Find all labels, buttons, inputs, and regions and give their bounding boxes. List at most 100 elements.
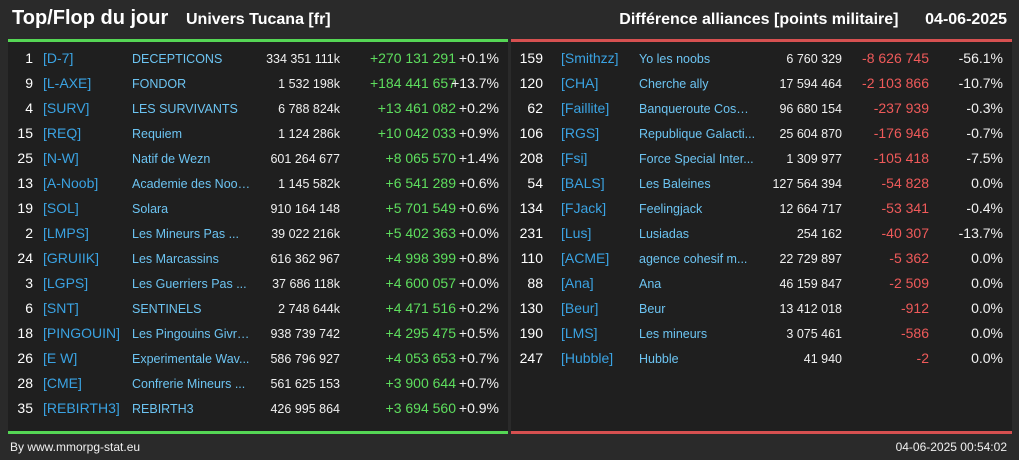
top-row: 2 [LMPS] Les Mineurs Pas ... 39 022 216k +5 … xyxy=(8,222,508,247)
alliance-name[interactable]: Force Special Inter... xyxy=(639,152,754,166)
diff-value: +4 295 475 xyxy=(385,325,456,341)
alliance-tag[interactable]: [Faillite] xyxy=(561,100,610,116)
universe-label: Univers Tucana [fr] xyxy=(186,11,331,28)
points-value: 37 686 118k xyxy=(272,277,340,291)
points-value: 22 729 897 xyxy=(779,252,842,266)
rank: 15 xyxy=(17,125,33,141)
diff-value: +8 065 570 xyxy=(385,150,456,166)
alliance-tag[interactable]: [FJack] xyxy=(561,200,607,216)
alliance-name[interactable]: Ana xyxy=(639,277,662,291)
rank: 54 xyxy=(527,175,543,191)
diff-value: -53 341 xyxy=(881,200,929,216)
rank: 13 xyxy=(17,175,33,191)
percent-value: +0.0% xyxy=(458,275,499,291)
alliance-tag[interactable]: [REQ] xyxy=(43,125,82,141)
flop-row: 208 [Fsi] Force Special Inter... 1 309 977 -… xyxy=(511,147,1012,172)
alliance-tag[interactable]: [CHA] xyxy=(561,75,599,91)
flop-row: 190 [LMS] Les mineurs 3 075 461 -586 0.0% xyxy=(511,322,1012,347)
rank: 25 xyxy=(17,150,33,166)
alliance-tag[interactable]: [D-7] xyxy=(43,50,74,66)
alliance-name[interactable]: agence cohesif m... xyxy=(639,252,748,266)
diff-value: -176 946 xyxy=(873,125,929,141)
alliance-tag[interactable]: [Fsi] xyxy=(561,150,588,166)
alliance-tag[interactable]: [A-Noob] xyxy=(43,175,99,191)
points-value: 39 022 216k xyxy=(271,227,340,241)
alliance-tag[interactable]: [LMPS] xyxy=(43,225,89,241)
alliance-tag[interactable]: [LGPS] xyxy=(43,275,89,291)
alliance-tag[interactable]: [CME] xyxy=(43,375,82,391)
alliance-name[interactable]: Cherche ally xyxy=(639,77,709,91)
alliance-name[interactable]: Republique Galacti... xyxy=(639,127,756,141)
alliance-name[interactable]: Les Baleines xyxy=(639,177,711,191)
percent-value: 0.0% xyxy=(971,175,1003,191)
diff-value: -237 939 xyxy=(873,100,929,116)
percent-value: +0.0% xyxy=(458,225,499,241)
rank: 4 xyxy=(25,100,33,116)
alliance-name[interactable]: Les mineurs xyxy=(639,327,708,341)
diff-value: -105 418 xyxy=(873,150,929,166)
diff-value: +10 042 033 xyxy=(377,125,456,141)
alliance-name[interactable]: Banqueroute Cosm... xyxy=(639,102,757,116)
alliance-tag[interactable]: [Ana] xyxy=(561,275,594,291)
points-value: 13 412 018 xyxy=(779,302,842,316)
percent-value: +0.2% xyxy=(458,100,499,116)
percent-value: -10.7% xyxy=(958,75,1003,91)
points-value: 6 760 329 xyxy=(786,52,842,66)
percent-value: +0.7% xyxy=(458,350,499,366)
percent-value: +0.6% xyxy=(458,175,499,191)
percent-value: 0.0% xyxy=(971,275,1003,291)
alliance-tag[interactable]: [Beur] xyxy=(561,300,599,316)
top-row: 15 [REQ] Requiem 1 124 286k +10 042 033 +0.9% xyxy=(8,122,508,147)
flop-row: 62 [Faillite] Banqueroute Cosm... 96 680 15… xyxy=(511,97,1012,122)
alliance-name[interactable]: Feelingjack xyxy=(639,202,703,216)
alliance-tag[interactable]: [Hubble] xyxy=(561,350,614,366)
rank: 88 xyxy=(527,275,543,291)
top-panel: 1 [D-7] DECEPTICONS 334 351 111k +270 131 29… xyxy=(8,39,508,434)
alliance-tag[interactable]: [BALS] xyxy=(561,175,605,191)
top-row: 28 [CME] Confrerie Mineurs ... 561 625 153 +… xyxy=(8,372,508,397)
rank: 208 xyxy=(519,150,543,166)
alliance-tag[interactable]: [ACME] xyxy=(561,250,610,266)
points-value: 1 145 582k xyxy=(278,177,340,191)
rank: 130 xyxy=(519,300,543,316)
alliance-tag[interactable]: [L-AXE] xyxy=(43,75,92,91)
alliance-tag[interactable]: [N-W] xyxy=(43,150,79,166)
alliance-tag[interactable]: [Lus] xyxy=(561,225,592,241)
alliance-tag[interactable]: [SNT] xyxy=(43,300,79,316)
alliance-name[interactable]: Hubble xyxy=(639,352,679,366)
rank: 134 xyxy=(519,200,543,216)
alliance-tag[interactable]: [LMS] xyxy=(561,325,598,341)
rank: 2 xyxy=(25,225,33,241)
rank: 9 xyxy=(25,75,33,91)
alliance-tag[interactable]: [RGS] xyxy=(561,125,600,141)
alliance-name[interactable]: Yo les noobs xyxy=(639,52,711,66)
percent-value: +0.5% xyxy=(458,325,499,341)
points-value: 2 748 644k xyxy=(278,302,340,316)
top-row: 6 [SNT] SENTINELS 2 748 644k +4 471 516 +0.2% xyxy=(8,297,508,322)
percent-value: +0.9% xyxy=(458,400,499,416)
alliance-tag[interactable]: [SURV] xyxy=(43,100,90,116)
rank: 1 xyxy=(25,50,33,66)
alliance-tag[interactable]: [E W] xyxy=(43,350,78,366)
alliance-name[interactable]: Lusiadas xyxy=(639,227,690,241)
points-value: 254 162 xyxy=(796,227,842,241)
points-value: 1 309 977 xyxy=(786,152,842,166)
diff-value: -40 307 xyxy=(881,225,929,241)
alliance-tag[interactable]: [PINGOUIN] xyxy=(43,325,121,341)
alliance-name[interactable]: Beur xyxy=(639,302,666,316)
diff-value: +5 402 363 xyxy=(385,225,456,241)
top-row: 3 [LGPS] Les Guerriers Pas ... 37 686 118k +… xyxy=(8,272,508,297)
flop-row: 110 [ACME] agence cohesif m... 22 729 897 -5… xyxy=(511,247,1012,272)
percent-value: +0.9% xyxy=(458,125,499,141)
alliance-tag[interactable]: [SOL] xyxy=(43,200,79,216)
alliance-tag[interactable]: [REBIRTH3] xyxy=(43,400,120,416)
alliance-tag[interactable]: [Smithzz] xyxy=(561,50,619,66)
flop-row: 106 [RGS] Republique Galacti... 25 604 870 -… xyxy=(511,122,1012,147)
percent-value: -56.1% xyxy=(958,50,1003,66)
top-bar-accent-bottom xyxy=(8,431,508,434)
alliance-tag[interactable]: [GRUIIK] xyxy=(43,250,100,266)
percent-value: -7.5% xyxy=(966,150,1003,166)
diff-value: -912 xyxy=(900,300,929,316)
points-value: 601 264 677 xyxy=(270,152,340,166)
percent-value: +0.2% xyxy=(458,300,499,316)
